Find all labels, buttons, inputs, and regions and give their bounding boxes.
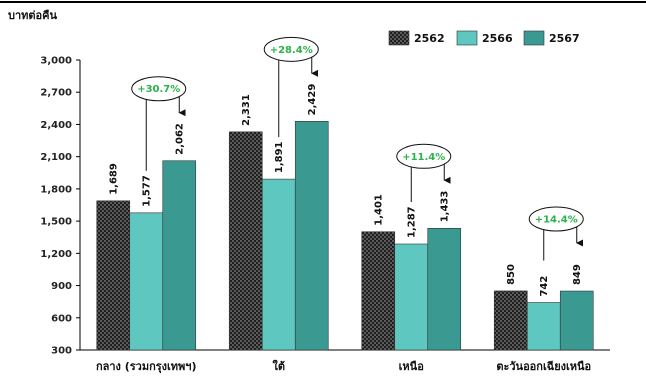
bar-2562 xyxy=(361,231,396,351)
bar-2566 xyxy=(261,178,296,351)
legend-swatch-2562 xyxy=(388,30,410,46)
growth-percent-label: +14.4% xyxy=(535,215,578,226)
y-tick-label: 2,400 xyxy=(40,120,72,131)
legend-label: 2562 xyxy=(414,32,445,45)
bar-2566 xyxy=(129,212,164,351)
annotation-bubble xyxy=(263,36,319,62)
annotation-arrow xyxy=(311,54,319,77)
bar-value-label: 2,331 xyxy=(241,94,252,126)
bar-value-label: 2,429 xyxy=(307,84,318,116)
bar-value-label: 1,287 xyxy=(407,206,418,238)
y-tick-label: 2,100 xyxy=(40,152,72,163)
bar-value-label: 2,062 xyxy=(175,123,186,155)
bar-2566 xyxy=(526,302,561,351)
bar-2562 xyxy=(493,290,528,351)
legend-label: 2566 xyxy=(482,32,513,45)
bar-value-label: 1,401 xyxy=(374,194,385,226)
annotation-arrow xyxy=(576,224,584,247)
y-tick-label: 2,700 xyxy=(40,88,72,99)
y-tick-label: 1,500 xyxy=(40,217,72,228)
bar-value-label: 849 xyxy=(572,264,583,285)
bar-value-label: 1,433 xyxy=(440,191,451,223)
bar-2567 xyxy=(427,228,462,351)
legend-label: 2567 xyxy=(549,32,580,45)
annotation-bubble xyxy=(528,206,584,232)
legend-swatch-2566 xyxy=(456,30,478,46)
annotation-bubble xyxy=(396,143,452,169)
bars xyxy=(96,121,594,351)
bar-value-label: 850 xyxy=(506,264,517,285)
category-label: ใต้ xyxy=(272,359,285,373)
bar-2567 xyxy=(162,160,197,351)
y-tick-label: 300 xyxy=(51,346,72,357)
growth-percent-label: +30.7% xyxy=(137,84,180,95)
growth-annotations: +30.7% +28.4% +11.4% +14.4% xyxy=(131,36,584,261)
y-tick-label: 3,000 xyxy=(40,56,72,67)
bar-2562 xyxy=(228,131,263,351)
data-labels: 1,689 1,577 2,062 2,331 1,891 2,429 1,401 1,287… xyxy=(109,84,584,297)
bar-value-label: 1,891 xyxy=(274,141,285,173)
bar-value-label: 742 xyxy=(539,276,550,297)
y-tick-label: 600 xyxy=(51,313,72,324)
category-label: กลาง (รวมกรุงเทพฯ) xyxy=(96,360,197,374)
legend-swatch-2567 xyxy=(523,30,545,46)
annotation-arrow xyxy=(178,94,186,117)
legend: 2562 2566 2567 xyxy=(388,30,580,46)
annotation-bubble xyxy=(131,76,187,102)
category-label: ตะวันออกเฉียงเหนือ xyxy=(496,360,591,373)
annotation-arrow xyxy=(443,161,451,184)
bar-2567 xyxy=(294,121,329,351)
bar-value-label: 1,689 xyxy=(109,163,120,195)
y-tick-label: 1,800 xyxy=(40,184,72,195)
growth-percent-label: +11.4% xyxy=(402,152,445,163)
bar-2562 xyxy=(96,200,131,351)
y-tick-label: 1,200 xyxy=(40,249,72,260)
bar-value-label: 1,577 xyxy=(142,175,153,207)
y-tick-label: 900 xyxy=(51,281,72,292)
growth-percent-label: +28.4% xyxy=(270,45,313,56)
bar-2566 xyxy=(394,243,429,351)
y-axis-unit-label: บาทต่อคืน xyxy=(8,9,58,22)
category-label: เหนือ xyxy=(399,360,424,373)
bar-2567 xyxy=(559,290,594,351)
